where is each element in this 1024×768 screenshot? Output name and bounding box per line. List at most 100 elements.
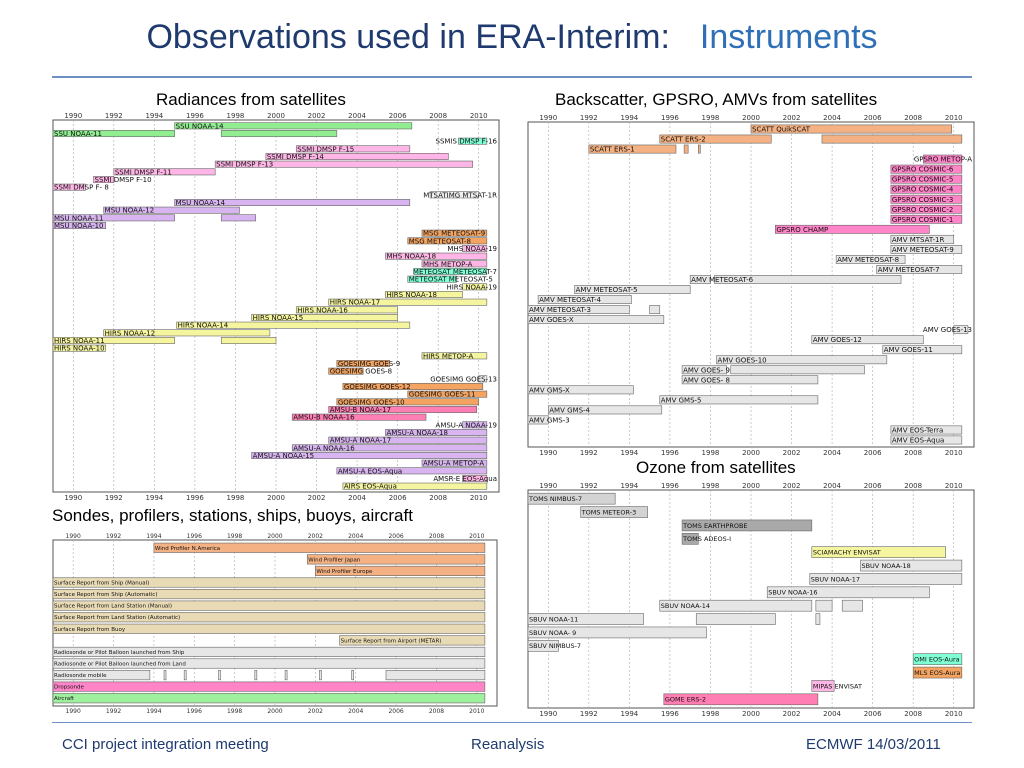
radiances-series-label: SSMI DMSP F-13 bbox=[216, 161, 273, 169]
radiances-chart-svg: 1990 1990 1992 1992 1994 1994 1996 1996 1998 1998… bbox=[52, 112, 500, 502]
backscatter-tick-label-top: 2008 bbox=[904, 114, 922, 122]
radiances-series-label: AMSU-A EOS-Aqua bbox=[338, 467, 402, 475]
backscatter-series-bar bbox=[923, 154, 963, 164]
radiances-series-label: AMSU-A NOAA-15 bbox=[253, 452, 314, 460]
backscatter-series-bar bbox=[890, 234, 955, 244]
radiances-tick-label-bottom: 2008 bbox=[429, 494, 447, 502]
backscatter-series-bar bbox=[588, 144, 677, 154]
backscatter-series-label: GPSRO CHAMP bbox=[776, 226, 828, 234]
radiances-series-row: HIRS METOP-A bbox=[421, 352, 488, 360]
backscatter-series-row: GPSRO METOP-A bbox=[914, 154, 972, 164]
backscatter-tick-label-top: 1994 bbox=[620, 114, 638, 122]
conventional-series-bar bbox=[52, 600, 486, 611]
backscatter-series-label: AMV METEOSAT-7 bbox=[878, 266, 940, 274]
ozone-chart-svg: 1990 1990 1992 1992 1994 1994 1996 1996 1998 1998… bbox=[527, 482, 975, 718]
radiances-tick-label-bottom: 1996 bbox=[186, 494, 204, 502]
radiances-series-row: AMSU-A NOAA-17 bbox=[328, 436, 488, 445]
ozone-tick-label-bottom: 2008 bbox=[904, 710, 922, 718]
conventional-series-row: Dropsonde bbox=[52, 681, 486, 692]
radiances-series-bar bbox=[295, 306, 398, 314]
backscatter-series-label: AMV MTSAT-1R bbox=[892, 236, 945, 244]
radiances-series-bar bbox=[413, 268, 488, 275]
radiances-series-bar bbox=[328, 406, 477, 413]
radiances-series-label: SSMI DMSP F-15 bbox=[297, 145, 354, 153]
conventional-tick-label-top: 1992 bbox=[106, 533, 121, 540]
ozone-series-label: SBUV NOAA- 9 bbox=[529, 629, 576, 637]
backscatter-series-row: GPSRO COSMIC-5 bbox=[890, 174, 963, 184]
backscatter-series-label: GPSRO COSMIC-6 bbox=[892, 166, 954, 174]
radiances-series-row: AMSU-A METOP-A bbox=[421, 459, 488, 468]
radiances-series-label: HIRS NOAA-17 bbox=[330, 299, 381, 307]
conventional-series-bar bbox=[52, 623, 486, 634]
conventional-series-row: Radiosonde mobile bbox=[52, 670, 486, 681]
ozone-series-bar bbox=[695, 613, 776, 625]
conventional-series-row: Surface Report from Buoy bbox=[52, 623, 486, 634]
radiances-series-row: AMSU-A NOAA-15 bbox=[251, 452, 488, 460]
backscatter-series-row: AMV GMS-3 bbox=[527, 415, 570, 424]
ozone-series-bar bbox=[912, 653, 963, 665]
slide-title: Observations used in ERA-Interim: Instrum… bbox=[0, 18, 1024, 57]
backscatter-series-row: GPSRO COSMIC-2 bbox=[890, 204, 963, 214]
radiances-series-label: MSU NOAA-12 bbox=[105, 207, 155, 215]
radiances-series-row: SSMI DMSP F-14 bbox=[265, 153, 449, 161]
backscatter-series-label: AMV EOS-Terra bbox=[892, 426, 943, 434]
conventional-tick-label-top: 2008 bbox=[429, 533, 444, 540]
radiances-series-bar bbox=[174, 199, 411, 206]
ozone-tick-label-top: 2000 bbox=[742, 482, 760, 490]
radiances-series-row: HIRS NOAA-10 bbox=[52, 345, 107, 353]
radiances-series-bar bbox=[462, 283, 488, 291]
conventional-series-bar bbox=[52, 589, 486, 600]
backscatter-series-label: AMV EOS-Aqua bbox=[892, 437, 944, 445]
backscatter-series-bar bbox=[890, 174, 963, 184]
backscatter-series-label: AMV GOES-10 bbox=[718, 356, 767, 364]
radiances-series-row: SSU NOAA-11 bbox=[52, 130, 338, 138]
radiances-series-row: SSMIS DMSP F-16 bbox=[436, 138, 498, 146]
conventional-tick-label-top: 2002 bbox=[308, 533, 323, 540]
ozone-tick-label-bottom: 2002 bbox=[783, 710, 801, 718]
ozone-series-label: TOMS METEOR-3 bbox=[581, 508, 637, 516]
radiances-series-bar bbox=[220, 130, 338, 137]
radiances-series-bar bbox=[407, 390, 488, 398]
backscatter-series-bar bbox=[659, 395, 819, 405]
radiances-series-bar bbox=[174, 122, 413, 130]
backscatter-tick-label-top: 1992 bbox=[580, 114, 598, 122]
conventional-series-bar bbox=[183, 670, 187, 681]
radiances-series-row: GOESIMG GOES-11 bbox=[407, 390, 488, 399]
conventional-series-row: Aircraft bbox=[52, 693, 486, 704]
conventional-series-bar bbox=[153, 542, 486, 553]
ozone-series-bar bbox=[860, 559, 963, 572]
backscatter-series-bar bbox=[681, 365, 727, 375]
ozone-series-bar bbox=[811, 546, 946, 558]
radiances-series-row: MTSATIMG MTSAT-1R bbox=[423, 191, 497, 199]
ozone-series-bar bbox=[809, 573, 963, 585]
backscatter-series-row: AMV GMS-X bbox=[527, 385, 634, 394]
ozone-series-label: SBUV NOAA-11 bbox=[529, 615, 578, 623]
radiances-series-label: GOESIMG GOES-9 bbox=[338, 360, 400, 368]
backscatter-tick-label-bottom: 2004 bbox=[823, 449, 841, 457]
backscatter-series-row: AMV MTSAT-1R bbox=[890, 234, 955, 244]
conventional-chart-svg: 1990 1990 1992 1992 1994 1994 1996 1996 1998 1998… bbox=[52, 533, 498, 715]
backscatter-series-label: GPSRO METOP-A bbox=[914, 156, 972, 164]
ozone-series-row: SBUV NOAA-17 bbox=[809, 573, 963, 585]
backscatter-series-row: AMV METEOSAT-3 bbox=[527, 305, 661, 314]
radiances-series-row: GOESIMG GOES-8 bbox=[328, 368, 392, 376]
backscatter-series-bar bbox=[890, 194, 963, 204]
conventional-tick-label-bottom: 2010 bbox=[469, 708, 484, 715]
conventional-tick-label-bottom: 1990 bbox=[66, 708, 81, 715]
ozone-series-label: SCIAMACHY ENVISAT bbox=[813, 549, 881, 557]
backscatter-series-bar bbox=[547, 405, 663, 415]
radiances-series-row: HIRS NOAA-16 bbox=[295, 306, 398, 314]
backscatter-series-row: AMV EOS-Terra bbox=[890, 425, 963, 434]
backscatter-tick-label-bottom: 1996 bbox=[661, 449, 679, 457]
radiances-series-label: HIRS NOAA-16 bbox=[297, 306, 348, 314]
backscatter-series-bar bbox=[683, 144, 689, 154]
radiances-series-bar bbox=[421, 459, 488, 467]
radiances-series-row: MSU NOAA-12 bbox=[103, 207, 240, 215]
conventional-series-bar bbox=[218, 670, 221, 681]
conventional-series-label: Surface Report from Ship (Automatic) bbox=[54, 592, 157, 598]
radiances-series-label: MSU NOAA-10 bbox=[54, 222, 104, 230]
backscatter-series-bar bbox=[659, 134, 772, 144]
radiances-series-bar bbox=[176, 321, 411, 329]
radiances-tick-label-bottom: 1998 bbox=[227, 494, 245, 502]
radiances-series-bar bbox=[328, 436, 488, 444]
